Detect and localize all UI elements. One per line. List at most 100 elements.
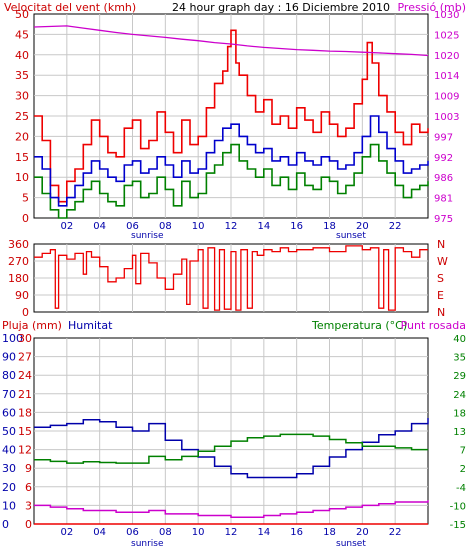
hour-tick-label: 14	[257, 527, 270, 538]
temperature-tick-label: -10	[450, 501, 466, 512]
humidity-tick-label: 80	[2, 369, 16, 382]
hour-tick-label: 02	[60, 221, 73, 232]
wind-tick-label: 0	[22, 212, 29, 225]
chart-title: 24 hour graph day : 16 Diciembre 2010	[172, 1, 390, 14]
pressure-tick-label: 1020	[434, 51, 459, 62]
humidity-tick-label: 60	[2, 406, 16, 419]
hour-tick-label: 14	[257, 221, 270, 232]
temperature-tick-label: 7	[460, 446, 466, 457]
direction-cardinal-label: N	[437, 238, 445, 251]
pressure-axis-label: Pressió (mb)	[397, 1, 466, 14]
rain-tick-label: 9	[25, 462, 32, 475]
wind-axis-label: Velocitat del vent (kmh)	[4, 1, 136, 14]
pressure-tick-label: 986	[434, 173, 453, 184]
humidity-tick-label: 0	[2, 518, 9, 531]
rain-tick-label: 21	[18, 388, 32, 401]
temperature-tick-label: 29	[453, 371, 466, 382]
hour-tick-label: 22	[389, 527, 402, 538]
direction-cardinal-label: S	[437, 272, 444, 285]
direction-series-line	[34, 245, 428, 311]
hour-tick-label: 06	[126, 221, 139, 232]
humidity-tick-label: 100	[2, 332, 23, 345]
direction-cardinal-label: N	[437, 306, 445, 319]
dew-point-series-line	[34, 500, 429, 518]
wind-gust-series-line	[34, 29, 429, 203]
hour-tick-label: 10	[192, 527, 205, 538]
direction-degree-label: 0	[22, 306, 29, 319]
rain-tick-label: 6	[25, 481, 32, 494]
sunset-label-top: sunset	[336, 231, 366, 241]
humidity-tick-label: 90	[2, 351, 16, 364]
hour-tick-label: 04	[93, 527, 106, 538]
temperature-tick-label: 24	[453, 390, 466, 401]
hour-tick-label: 16	[290, 527, 303, 538]
sunset-label-bottom: sunset	[336, 539, 366, 549]
rain-tick-label: 15	[18, 425, 32, 438]
humidity-tick-label: 70	[2, 388, 16, 401]
hour-tick-label: 12	[225, 221, 238, 232]
humidity-tick-label: 20	[2, 481, 16, 494]
hour-tick-label: 12	[225, 527, 238, 538]
wind-tick-label: 25	[15, 110, 29, 123]
pressure-tick-label: 997	[434, 132, 453, 143]
sunrise-label-bottom: sunrise	[131, 539, 164, 549]
rain-tick-label: 27	[18, 351, 32, 364]
temperature-tick-label: -15	[450, 520, 466, 531]
pressure-tick-label: 992	[434, 153, 453, 164]
pressure-series-line	[33, 25, 429, 57]
pressure-tick-label: 1030	[434, 10, 459, 21]
rain-tick-label: 30	[18, 332, 32, 345]
wind-min-series-line	[34, 143, 429, 219]
wind-tick-label: 30	[15, 90, 29, 103]
humidity-tick-label: 10	[2, 499, 16, 512]
series-group	[33, 25, 429, 525]
temperature-series-line	[34, 433, 428, 464]
humidity-tick-label: 30	[2, 462, 16, 475]
pressure-tick-label: 1014	[434, 71, 459, 82]
wind-tick-label: 35	[15, 69, 29, 82]
hour-tick-label: 16	[290, 221, 303, 232]
hour-tick-label: 20	[356, 527, 369, 538]
direction-degree-label: 270	[8, 255, 29, 268]
humidity-series-line	[34, 418, 429, 479]
hour-tick-label: 08	[159, 527, 172, 538]
direction-cardinal-label: E	[437, 289, 444, 302]
hour-tick-label: 22	[389, 221, 402, 232]
wind-tick-label: 10	[15, 171, 29, 184]
rain-tick-label: 3	[25, 499, 32, 512]
rain-tick-label: 18	[18, 406, 32, 419]
pressure-tick-label: 1003	[434, 112, 459, 123]
rain-tick-label: 24	[18, 369, 32, 382]
wind-tick-label: 45	[15, 28, 29, 41]
rain-axis-label: Pluja (mm)	[2, 319, 62, 332]
hour-tick-label: 18	[323, 221, 336, 232]
hour-tick-label: 18	[323, 527, 336, 538]
direction-cardinal-label: W	[437, 255, 448, 268]
pressure-tick-label: 1009	[434, 92, 459, 103]
temperature-tick-label: 2	[460, 464, 466, 475]
temperature-tick-label: 40	[453, 334, 466, 345]
humidity-axis-label: Humitat	[68, 319, 113, 332]
pressure-tick-label: 1025	[434, 30, 459, 41]
rain-tick-label: 0	[25, 518, 32, 531]
rain-tick-label: 12	[18, 444, 32, 457]
pressure-tick-label: 981	[434, 194, 453, 205]
wind-tick-label: 50	[15, 8, 29, 21]
wind-tick-label: 5	[22, 192, 29, 205]
hour-tick-label: 10	[192, 221, 205, 232]
hour-tick-label: 08	[159, 221, 172, 232]
hour-tick-label: 02	[60, 527, 73, 538]
humidity-tick-label: 40	[2, 444, 16, 457]
humidity-tick-label: 50	[2, 425, 16, 438]
temperature-tick-label: -4	[456, 483, 466, 494]
wind-tick-label: 15	[15, 151, 29, 164]
dew-point-axis-label: Punt rosada	[401, 319, 466, 332]
temperature-tick-label: 13	[453, 427, 466, 438]
direction-degree-label: 180	[8, 272, 29, 285]
temperature-axis-label: Temperatura (°C)	[311, 319, 407, 332]
hour-tick-label: 06	[126, 527, 139, 538]
pressure-tick-label: 975	[434, 214, 453, 225]
temperature-tick-label: 18	[453, 408, 466, 419]
